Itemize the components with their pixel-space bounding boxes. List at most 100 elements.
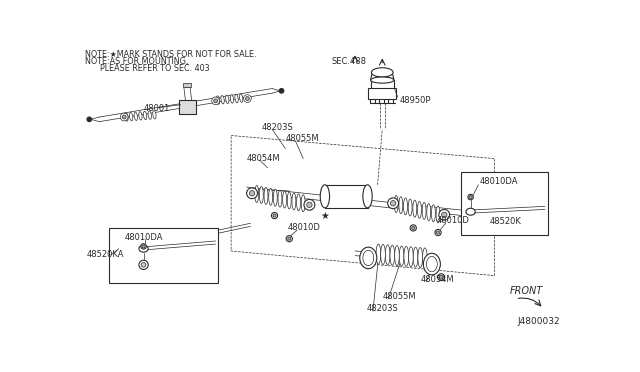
Ellipse shape <box>442 212 447 218</box>
Circle shape <box>212 97 220 105</box>
Text: 48010D: 48010D <box>436 216 469 225</box>
Text: 48520KA: 48520KA <box>86 250 124 259</box>
Ellipse shape <box>381 244 385 264</box>
Ellipse shape <box>435 230 441 235</box>
Ellipse shape <box>436 206 440 223</box>
Ellipse shape <box>271 212 278 219</box>
Text: 48001: 48001 <box>143 104 170 113</box>
Ellipse shape <box>404 246 408 266</box>
Ellipse shape <box>139 245 148 252</box>
Ellipse shape <box>221 96 224 104</box>
Ellipse shape <box>125 113 128 121</box>
Ellipse shape <box>423 253 440 275</box>
Ellipse shape <box>427 203 431 221</box>
Circle shape <box>214 99 218 103</box>
Text: 48520K: 48520K <box>489 217 521 226</box>
Text: FRONT: FRONT <box>510 286 543 296</box>
Ellipse shape <box>399 246 404 266</box>
Ellipse shape <box>408 247 413 267</box>
Ellipse shape <box>371 68 393 77</box>
Ellipse shape <box>304 199 315 210</box>
Bar <box>109 228 218 283</box>
Ellipse shape <box>360 247 377 269</box>
Circle shape <box>246 97 250 100</box>
Ellipse shape <box>390 201 396 206</box>
Text: PLEASE REFER TO SEC. 403: PLEASE REFER TO SEC. 403 <box>85 64 210 73</box>
Text: 48203S: 48203S <box>262 122 294 132</box>
Ellipse shape <box>363 250 374 266</box>
Ellipse shape <box>139 112 142 120</box>
Ellipse shape <box>148 111 152 119</box>
Ellipse shape <box>410 225 417 231</box>
Ellipse shape <box>255 186 259 202</box>
Ellipse shape <box>408 199 412 216</box>
Bar <box>179 100 196 114</box>
Ellipse shape <box>141 263 146 267</box>
Ellipse shape <box>278 190 282 207</box>
Ellipse shape <box>216 96 220 104</box>
Text: SEC.488: SEC.488 <box>332 57 367 66</box>
Ellipse shape <box>283 191 287 208</box>
Circle shape <box>279 89 284 93</box>
Text: 48054M: 48054M <box>246 154 280 163</box>
Ellipse shape <box>320 185 330 208</box>
Ellipse shape <box>468 195 474 200</box>
Text: NOTE:AS FOR MOUNTING,: NOTE:AS FOR MOUNTING, <box>85 57 189 66</box>
Ellipse shape <box>388 198 399 209</box>
Ellipse shape <box>129 112 132 121</box>
Ellipse shape <box>422 202 426 219</box>
Text: 48203S: 48203S <box>367 304 399 313</box>
Bar <box>461 172 548 235</box>
Text: NOTE:★MARK STANDS FOR NOT FOR SALE.: NOTE:★MARK STANDS FOR NOT FOR SALE. <box>85 50 257 59</box>
Ellipse shape <box>363 185 372 208</box>
Ellipse shape <box>431 205 435 222</box>
Ellipse shape <box>307 202 312 208</box>
Ellipse shape <box>395 246 399 266</box>
Ellipse shape <box>469 196 472 199</box>
Ellipse shape <box>417 201 421 218</box>
Ellipse shape <box>390 245 395 265</box>
Ellipse shape <box>439 275 443 279</box>
Ellipse shape <box>404 198 408 215</box>
Ellipse shape <box>250 190 255 196</box>
Ellipse shape <box>239 94 243 102</box>
Ellipse shape <box>426 256 437 272</box>
Ellipse shape <box>230 95 234 103</box>
Ellipse shape <box>246 188 257 199</box>
Ellipse shape <box>413 247 418 267</box>
Ellipse shape <box>226 95 229 103</box>
Ellipse shape <box>264 187 268 204</box>
Ellipse shape <box>438 274 445 280</box>
Ellipse shape <box>292 193 296 210</box>
Ellipse shape <box>287 192 291 209</box>
Ellipse shape <box>142 245 145 248</box>
Ellipse shape <box>436 231 440 234</box>
Ellipse shape <box>394 196 398 212</box>
Ellipse shape <box>141 244 147 249</box>
Text: 48010DA: 48010DA <box>480 177 518 186</box>
Ellipse shape <box>273 214 276 217</box>
Ellipse shape <box>259 186 263 203</box>
Text: 48010DA: 48010DA <box>125 232 163 242</box>
Ellipse shape <box>269 188 273 205</box>
Ellipse shape <box>376 244 381 264</box>
Text: 48055M: 48055M <box>382 292 416 301</box>
Ellipse shape <box>301 195 305 212</box>
Ellipse shape <box>286 235 292 242</box>
Ellipse shape <box>399 197 403 214</box>
Circle shape <box>87 117 92 122</box>
Ellipse shape <box>412 226 415 230</box>
Ellipse shape <box>439 209 450 220</box>
Circle shape <box>244 95 252 102</box>
Ellipse shape <box>139 260 148 269</box>
Ellipse shape <box>153 110 156 119</box>
Text: 48950P: 48950P <box>399 96 431 105</box>
Ellipse shape <box>385 245 390 265</box>
Text: 48054M: 48054M <box>421 275 454 284</box>
Ellipse shape <box>422 248 428 268</box>
Bar <box>183 83 191 87</box>
Ellipse shape <box>143 111 147 120</box>
Text: J4800032: J4800032 <box>517 317 560 326</box>
Ellipse shape <box>288 237 291 240</box>
Text: 48010D: 48010D <box>288 224 321 232</box>
